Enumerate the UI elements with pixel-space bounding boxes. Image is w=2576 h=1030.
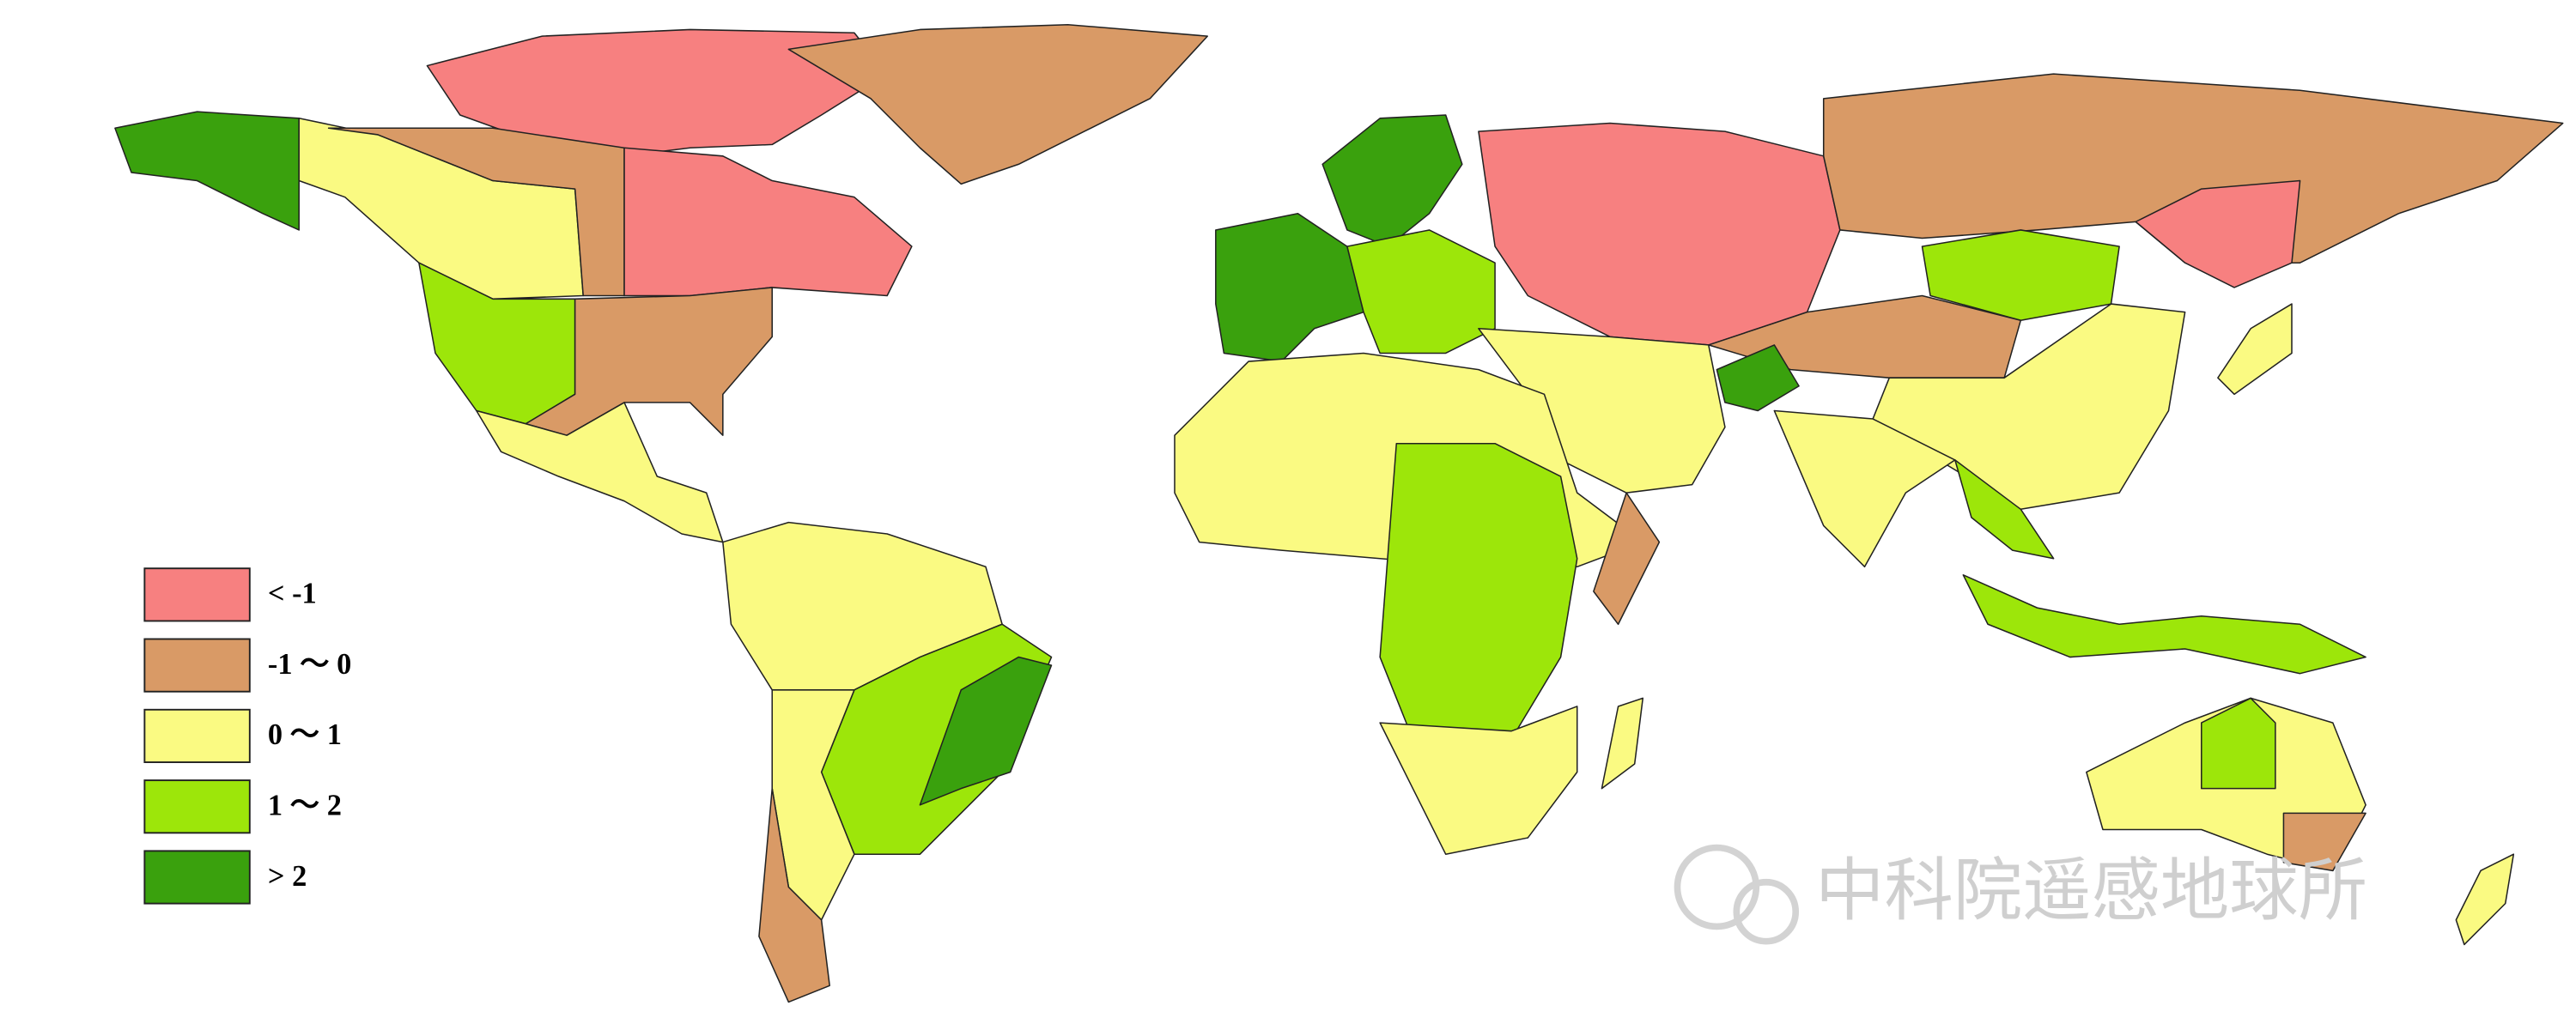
australia-southeast [2282,812,2366,872]
mexico [476,402,724,543]
central-africa [1379,442,1578,741]
scandinavia [1321,114,1463,247]
madagascar [1601,697,1644,790]
southern-africa [1379,706,1578,855]
canada-east [623,147,913,297]
legend-swatch [143,850,251,905]
central-europe [1346,229,1496,354]
legend-swatch [143,567,251,622]
watermark-text: 中科院遥感地球所 [1815,850,2367,930]
regions [114,23,2564,1003]
watermark: 中科院遥感地球所 [1674,844,2367,945]
legend: < -1 -1 ～ 0 0 ～ 1 1 ～ 2 > 2 [143,567,352,905]
watermark-icon [1733,878,1800,945]
legend-label: > 2 [268,860,307,893]
horn-of-africa [1593,492,1661,626]
us-east [525,287,773,436]
indonesia [1962,574,2366,675]
russia-far-east [2135,179,2301,288]
greenland [787,23,1209,185]
canada-central [327,127,625,297]
legend-label: 0 ～ 1 [268,718,342,751]
argentina-south [758,787,830,1003]
legend-swatch [143,708,251,763]
legend-swatch [143,779,251,834]
central-asia [1708,294,2022,379]
legend-swatch [143,638,251,693]
new-zealand [2455,853,2515,946]
afghanistan [1716,344,1800,412]
india [1773,409,1956,568]
legend-label: 1 ～ 2 [268,790,342,822]
legend-label: -1 ～ 0 [268,648,352,681]
australia-north [2201,697,2276,790]
russia-west [1478,122,1841,346]
japan [2217,303,2293,396]
southeast-asia [1954,459,2055,560]
western-europe [1215,213,1364,362]
alaska [114,111,300,231]
legend-label: < -1 [268,578,317,610]
brazil-east [919,656,1053,806]
